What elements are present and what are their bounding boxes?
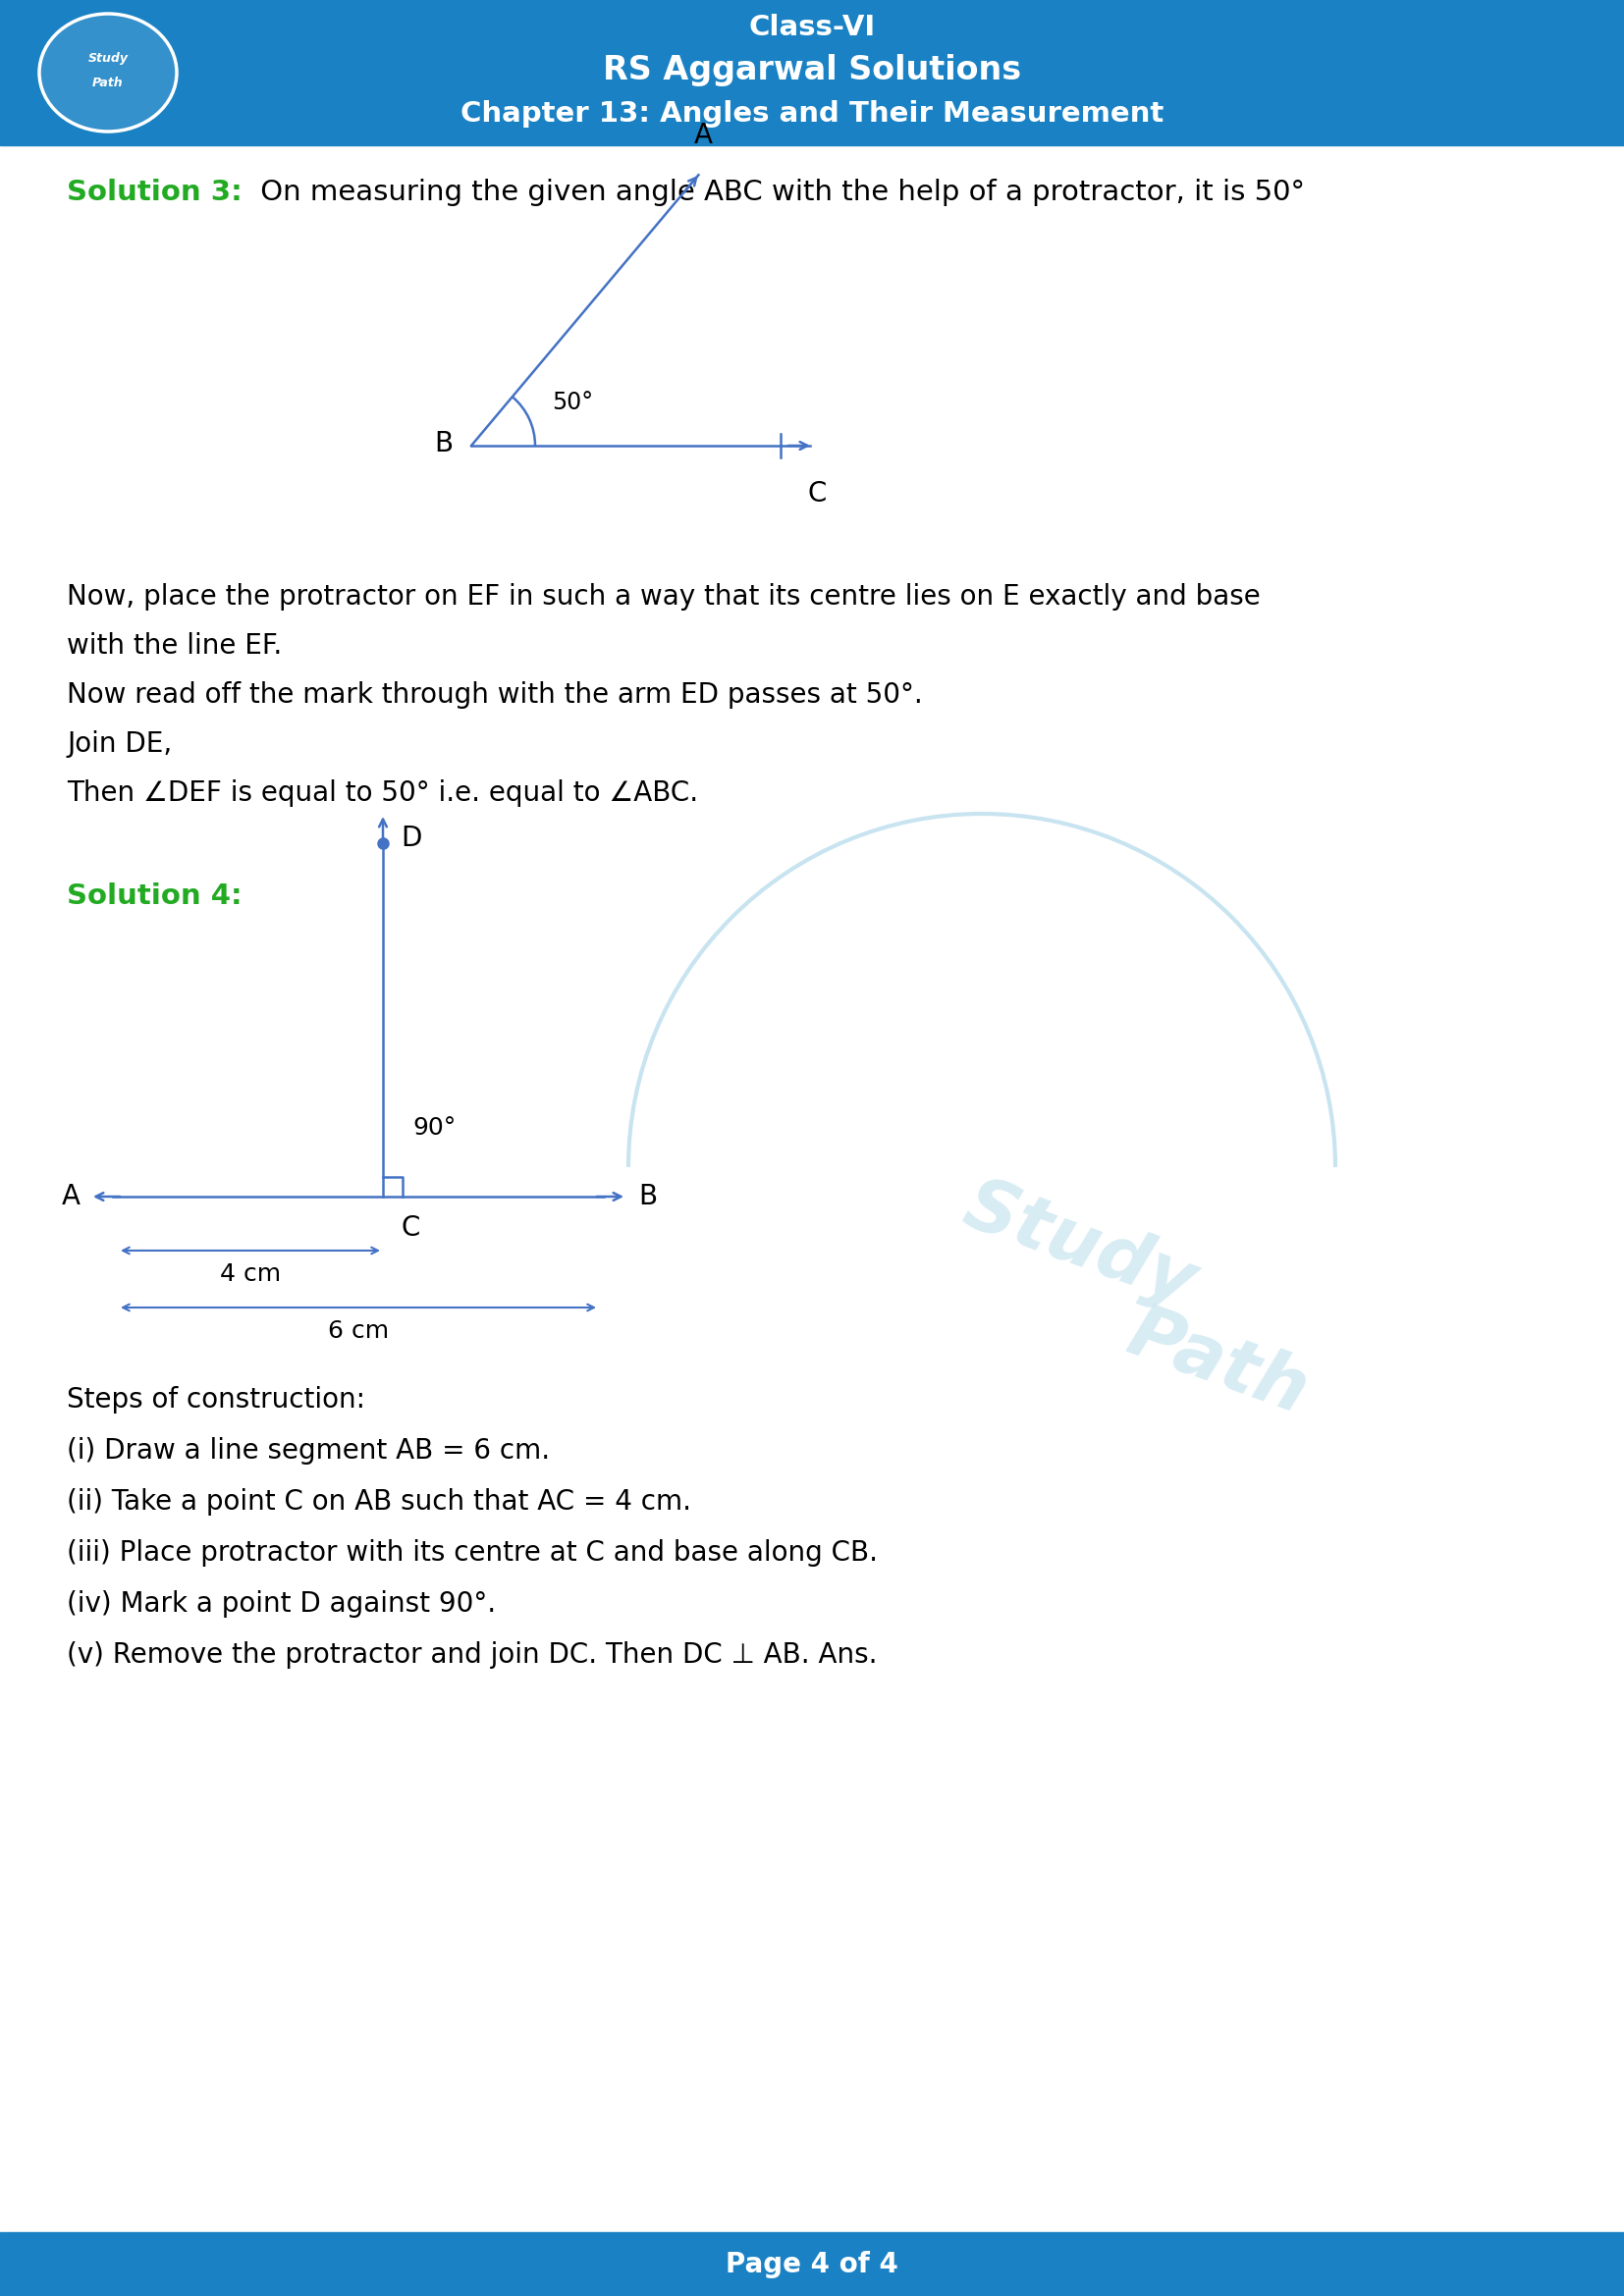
Bar: [0, 2232, 1624, 2296]
Text: A: A: [62, 1182, 81, 1210]
Text: On measuring the given angle ABC with the help of a protractor, it is 50°: On measuring the given angle ABC with th…: [252, 179, 1306, 207]
Text: Steps of construction:: Steps of construction:: [67, 1387, 365, 1414]
Text: Path: Path: [1117, 1297, 1317, 1428]
Text: Then ∠DEF is equal to 50° i.e. equal to ∠ABC.: Then ∠DEF is equal to 50° i.e. equal to …: [67, 778, 698, 806]
Text: Now, place the protractor on EF in such a way that its centre lies on E exactly : Now, place the protractor on EF in such …: [67, 583, 1260, 611]
Text: A: A: [693, 122, 713, 149]
Text: Chapter 13: Angles and Their Measurement: Chapter 13: Angles and Their Measurement: [460, 101, 1164, 129]
Text: B: B: [434, 429, 453, 457]
Text: Path: Path: [93, 76, 123, 90]
Text: 4 cm: 4 cm: [219, 1263, 281, 1286]
Ellipse shape: [39, 14, 177, 131]
Bar: [0, 0, 1624, 145]
Text: 50°: 50°: [552, 390, 593, 413]
Text: Study: Study: [88, 53, 128, 64]
Text: (v) Remove the protractor and join DC. Then DC ⊥ AB. Ans.: (v) Remove the protractor and join DC. T…: [67, 1642, 877, 1669]
Text: RS Aggarwal Solutions: RS Aggarwal Solutions: [603, 55, 1021, 87]
Text: Study: Study: [955, 1171, 1205, 1320]
Text: C: C: [807, 480, 827, 507]
Text: Class-VI: Class-VI: [749, 14, 875, 41]
Text: 6 cm: 6 cm: [328, 1320, 388, 1343]
Text: (ii) Take a point C on AB such that AC = 4 cm.: (ii) Take a point C on AB such that AC =…: [67, 1488, 692, 1515]
Text: Solution 4:: Solution 4:: [67, 882, 242, 909]
Text: Join DE,: Join DE,: [67, 730, 172, 758]
Text: B: B: [638, 1182, 658, 1210]
Text: Page 4 of 4: Page 4 of 4: [726, 2250, 898, 2278]
Text: Now read off the mark through with the arm ED passes at 50°.: Now read off the mark through with the a…: [67, 682, 922, 709]
Text: (i) Draw a line segment AB = 6 cm.: (i) Draw a line segment AB = 6 cm.: [67, 1437, 551, 1465]
Text: Solution 3:: Solution 3:: [67, 179, 242, 207]
Text: (iii) Place protractor with its centre at C and base along CB.: (iii) Place protractor with its centre a…: [67, 1538, 879, 1566]
Text: D: D: [401, 824, 422, 852]
Text: (iv) Mark a point D against 90°.: (iv) Mark a point D against 90°.: [67, 1591, 495, 1619]
Text: with the line EF.: with the line EF.: [67, 631, 283, 659]
Text: C: C: [401, 1215, 419, 1242]
Text: 90°: 90°: [412, 1116, 456, 1139]
